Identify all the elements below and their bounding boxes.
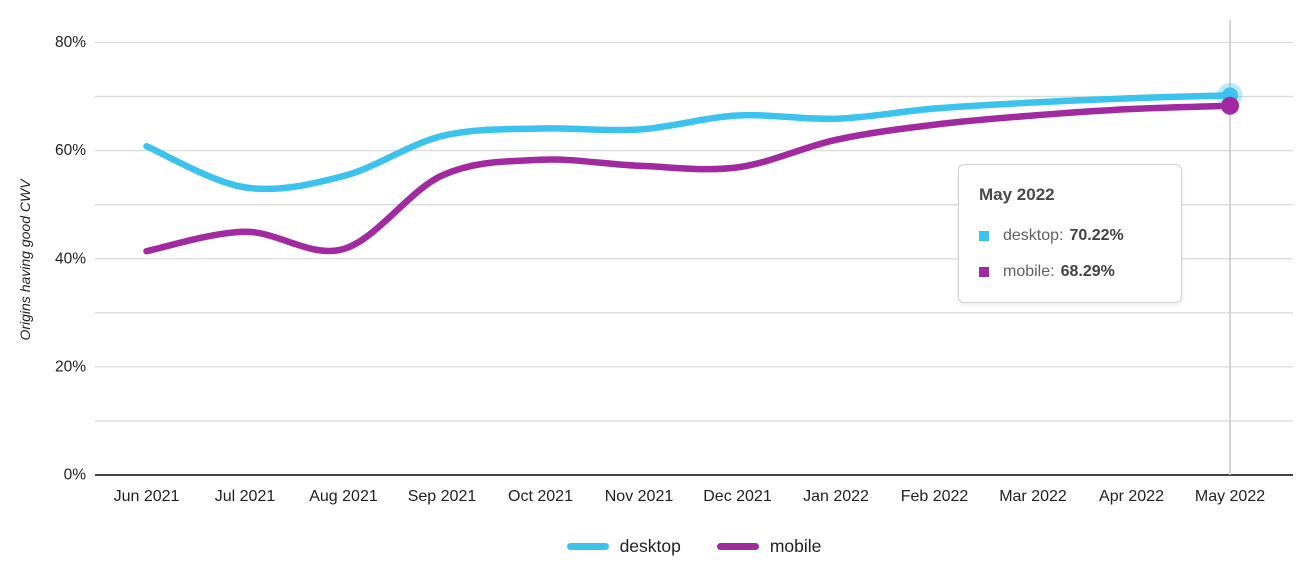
mobile-swatch-icon [979,267,989,277]
desktop-series-line[interactable] [143,92,1234,193]
y-tick-label: 20% [55,358,86,375]
mobile-series-line[interactable] [143,102,1234,255]
y-tick-label: 40% [55,250,86,267]
legend-item-desktop[interactable]: desktop [566,536,681,557]
tooltip-row-desktop: desktop: 70.22% [979,226,1161,246]
tooltip-row-mobile: mobile: 68.29% [979,262,1161,282]
tooltip-title: May 2022 [979,185,1055,204]
x-tick-label: Jul 2021 [215,488,276,505]
x-tick-label: Mar 2022 [999,488,1067,505]
y-tick-label: 0% [64,467,87,484]
legend-item-mobile[interactable]: mobile [716,536,822,557]
tooltip: May 2022 desktop: 70.22% mobile: 68.29% [958,164,1182,303]
x-tick-label: May 2022 [1195,488,1265,505]
legend-label-mobile: mobile [769,536,822,556]
x-tick-label: Apr 2022 [1099,488,1164,505]
desktop-swatch-icon [979,231,989,241]
legend-label-desktop: desktop [619,536,681,556]
tooltip-series-label: desktop: [1003,227,1064,244]
x-tick-label: Nov 2021 [605,488,674,505]
mobile-point-marker[interactable] [1221,96,1239,115]
x-tick-label: Sep 2021 [408,488,477,505]
legend: desktop mobile [95,536,1293,557]
tooltip-series-value: 70.22% [1069,227,1124,244]
x-tick-label: Dec 2021 [703,488,772,505]
y-tick-label: 60% [55,142,86,159]
tooltip-series-value: 68.29% [1060,263,1115,280]
tooltip-series-label: mobile: [1003,263,1055,280]
x-tick-label: Aug 2021 [309,488,378,505]
x-tick-label: Jun 2021 [114,488,180,505]
x-tick-label: Jan 2022 [803,488,869,505]
desktop-line-swatch-icon [566,543,609,550]
x-tick-label: Oct 2021 [508,488,573,505]
y-tick-label: 80% [55,34,86,51]
mobile-line-swatch-icon [716,543,759,550]
x-tick-label: Feb 2022 [901,488,969,505]
